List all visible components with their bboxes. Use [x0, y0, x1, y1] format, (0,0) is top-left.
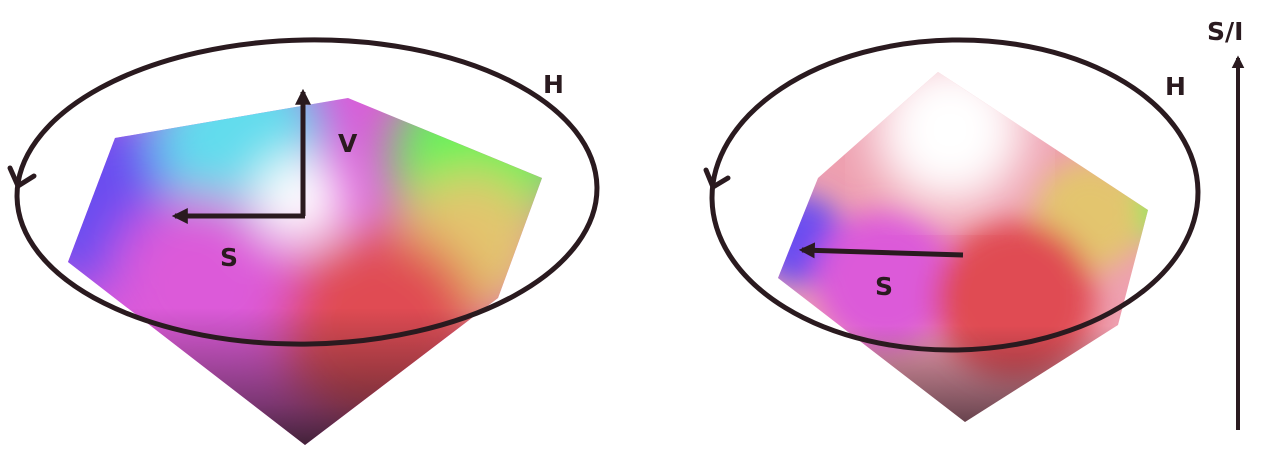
hue-label: H — [543, 70, 564, 99]
saturation-label: S — [875, 272, 893, 301]
hexcone-color-body — [68, 98, 542, 445]
si-axis: S/I — [1207, 17, 1245, 430]
hue-ring — [709, 37, 1201, 353]
value-label: V — [338, 129, 358, 158]
si-axis-label: S/I — [1207, 17, 1243, 46]
hsi-double-hexcone: H S — [703, 37, 1201, 422]
hue-ring-arrowhead — [7, 165, 37, 189]
saturation-arrow — [798, 242, 964, 259]
hue-ring-arrowhead — [703, 167, 731, 190]
hue-label: H — [1165, 72, 1186, 101]
hue-ring — [14, 37, 600, 347]
hsv-hexcone: H V S — [7, 37, 600, 445]
saturation-label: S — [220, 243, 238, 272]
